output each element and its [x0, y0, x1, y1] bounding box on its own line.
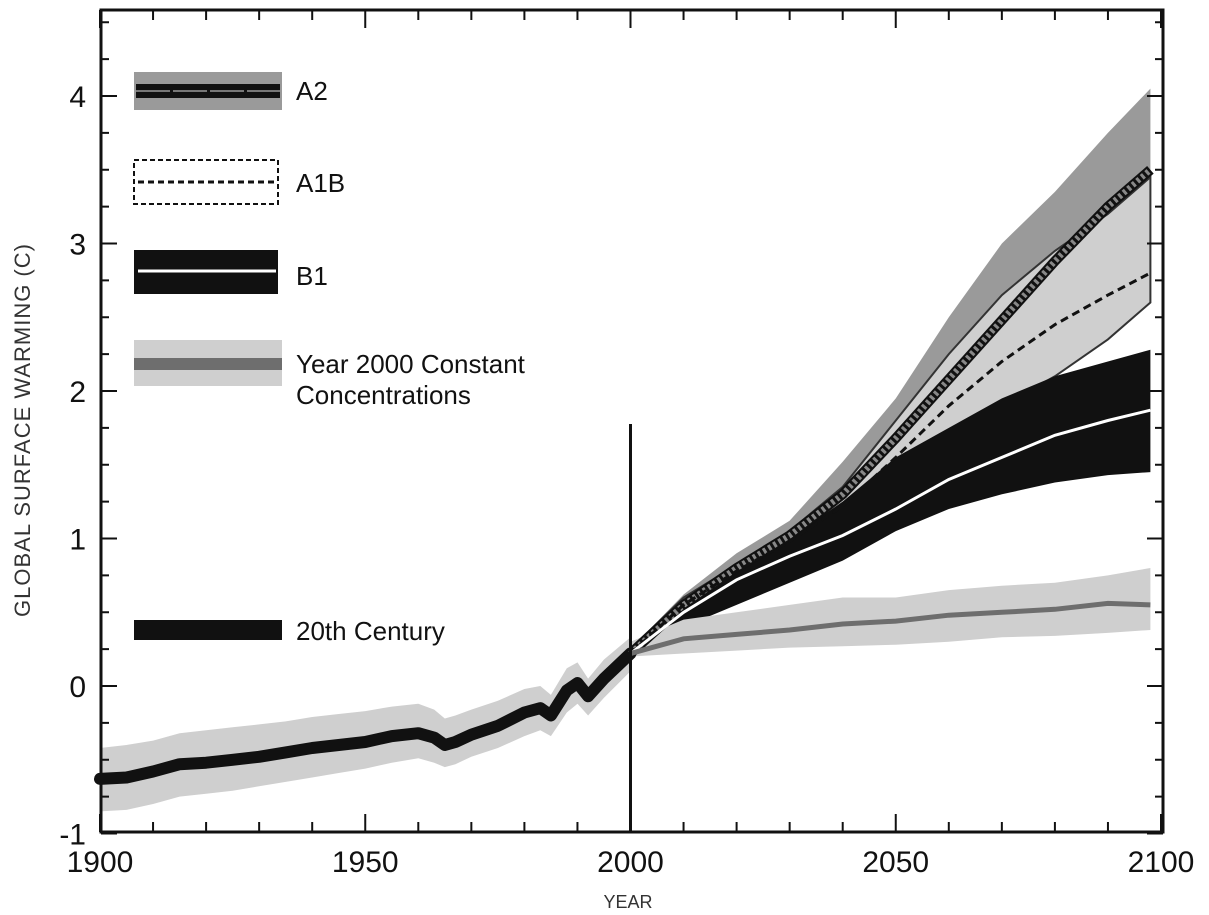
line-constant — [629, 600, 1151, 656]
line-a1b — [629, 271, 1152, 655]
axis-tick-labels: 1900 1950 2000 2050 2100 -1 0 1 2 3 4 — [59, 81, 1194, 879]
y-tick-label: -1 — [59, 819, 86, 852]
band-b1 — [630, 349, 1151, 657]
legend: A2 A1B B1 Year 2000 Constant Concentrati… — [133, 72, 532, 646]
legend-item-b1: B1 — [134, 250, 328, 294]
legend-swatch-constant-line — [134, 358, 282, 370]
legend-label-20th-century: 20th Century — [296, 616, 445, 646]
legend-item-constant: Year 2000 Constant Concentrations — [134, 340, 532, 410]
x-tick-label: 2100 — [1128, 846, 1195, 879]
y-tick-label: 0 — [69, 671, 86, 704]
x-axis-label: YEAR — [603, 892, 652, 912]
x-tick-label: 2000 — [597, 846, 664, 879]
legend-swatch-a1b-band — [133, 159, 279, 205]
legend-label-constant: Year 2000 Constant Concentrations — [296, 349, 532, 410]
y-tick-label: 2 — [69, 376, 86, 409]
legend-label-a1b: A1B — [296, 168, 345, 198]
y-tick-label: 1 — [69, 524, 86, 557]
x-tick-label: 2050 — [862, 846, 929, 879]
y-axis-label: GLOBAL SURFACE WARMING (C) — [10, 243, 35, 617]
y-tick-label: 3 — [69, 229, 86, 262]
line-b1 — [629, 408, 1151, 655]
line-20th-century — [94, 647, 637, 785]
x-tick-label: 1900 — [67, 846, 134, 879]
legend-label-a2: A2 — [296, 76, 328, 106]
legend-item-a2: A2 — [134, 72, 328, 110]
x-tick-label: 1950 — [332, 846, 399, 879]
y-tick-label: 4 — [69, 81, 86, 114]
legend-item-a1b: A1B — [133, 159, 345, 205]
legend-item-20th-century: 20th Century — [134, 616, 445, 646]
line-a2-pattern — [628, 167, 1153, 656]
legend-label-b1: B1 — [296, 261, 328, 291]
series-lines — [94, 166, 1154, 785]
band-20th-century — [100, 637, 631, 812]
band-a2 — [630, 88, 1151, 657]
legend-swatch-a2-line — [136, 84, 280, 98]
legend-swatch-20th-century — [134, 620, 282, 640]
legend-label-constant-line2: Concentrations — [296, 380, 471, 410]
legend-label-constant-line1: Year 2000 Constant — [296, 349, 526, 379]
